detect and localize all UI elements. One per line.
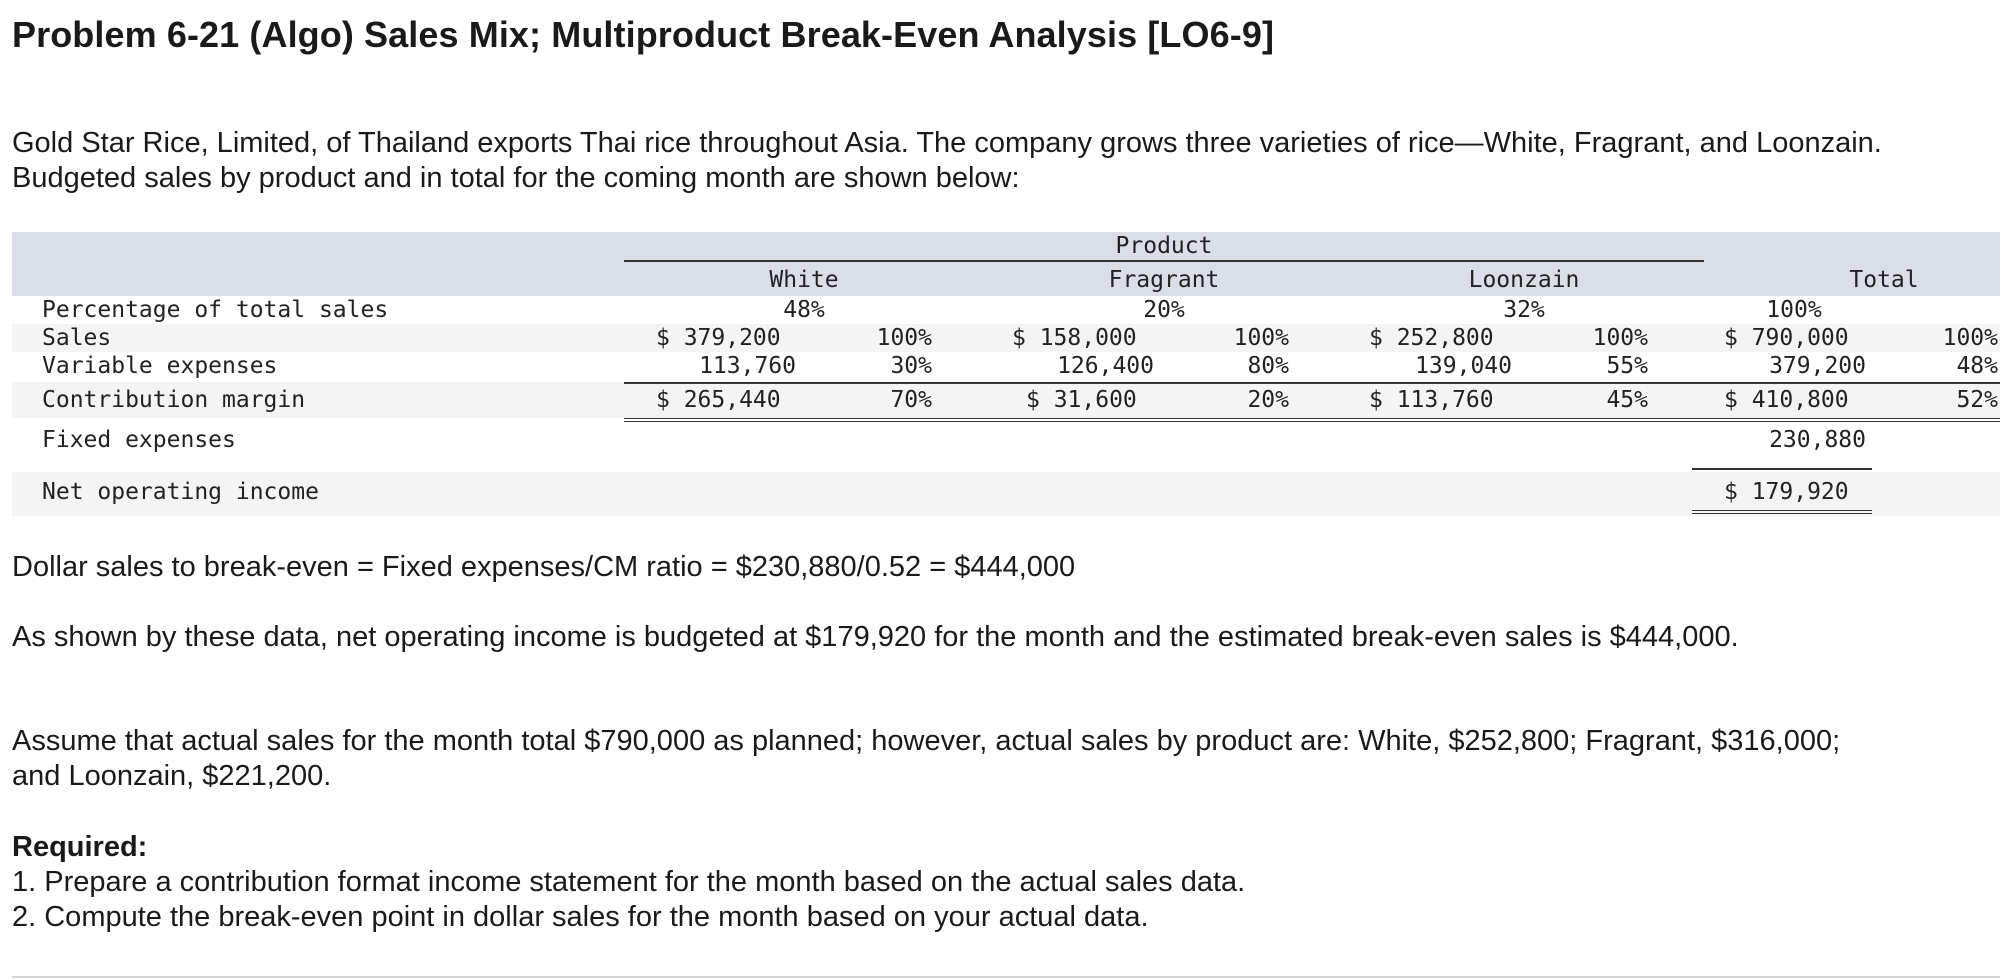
cm-white: $ 265,440 <box>656 387 781 413</box>
col-header-fragrant: Fragrant <box>1108 267 1220 293</box>
budget-table: Product White Fragrant Loonzain Total Pe… <box>12 232 2000 516</box>
pct-white: 48% <box>783 297 825 323</box>
noi-double-rule <box>1692 510 1872 514</box>
row-label-percentage: Percentage of total sales <box>42 297 389 323</box>
budget-summary-paragraph: As shown by these data, net operating in… <box>12 621 1739 653</box>
cm-loonzain: $ 113,760 <box>1369 387 1494 413</box>
sales-pct-total: 100% <box>1942 325 1998 351</box>
row-label-variable: Variable expenses <box>42 353 278 379</box>
required-heading: Required: <box>12 831 148 863</box>
cm-pct-total: 52% <box>1956 387 1998 413</box>
sales-pct-fragrant: 100% <box>1233 325 1289 351</box>
product-header-rule <box>624 260 1704 262</box>
page-title: Problem 6-21 (Algo) Sales Mix; Multiprod… <box>12 14 1275 55</box>
cm-total: $ 410,800 <box>1724 387 1849 413</box>
row-label-fixed: Fixed expenses <box>42 427 236 453</box>
var-loonzain: 139,040 <box>1415 353 1512 379</box>
actual-sales-paragraph: Assume that actual sales for the month t… <box>12 725 1841 792</box>
subtotal-rule <box>624 382 2000 384</box>
cm-pct-fragrant: 20% <box>1247 387 1289 413</box>
row-band-cm <box>12 382 2000 418</box>
sales-pct-white: 100% <box>876 325 932 351</box>
cm-pct-white: 70% <box>890 387 932 413</box>
required-item-2: 2. Compute the break-even point in dolla… <box>12 901 1149 933</box>
product-header: Product <box>1115 233 1213 259</box>
var-fragrant: 126,400 <box>1057 353 1154 379</box>
sales-fragrant: $ 158,000 <box>1012 325 1137 351</box>
row-band-sales <box>12 324 2000 352</box>
sales-loonzain: $ 252,800 <box>1369 325 1494 351</box>
sales-total: $ 790,000 <box>1724 325 1849 351</box>
noi-total: $ 179,920 <box>1724 479 1849 505</box>
bottom-divider <box>12 976 2000 978</box>
row-label-cm: Contribution margin <box>42 387 306 413</box>
cm-double-rule <box>624 418 2000 422</box>
row-label-noi: Net operating income <box>42 479 319 505</box>
cm-pct-loonzain: 45% <box>1606 387 1648 413</box>
fixed-total: 230,880 <box>1769 427 1866 453</box>
sales-white: $ 379,200 <box>656 325 781 351</box>
row-band-noi <box>12 472 2000 516</box>
var-white: 113,760 <box>699 353 796 379</box>
breakeven-line: Dollar sales to break-even = Fixed expen… <box>12 551 1076 583</box>
col-header-white: White <box>769 267 839 293</box>
col-header-total: Total <box>1849 267 1919 293</box>
cm-fragrant: $ 31,600 <box>1026 387 1137 413</box>
fixed-rule <box>1692 468 1872 470</box>
required-item-1: 1. Prepare a contribution format income … <box>12 866 1246 898</box>
table-header-band <box>12 232 2000 296</box>
pct-loonzain: 32% <box>1503 297 1545 323</box>
pct-total: 100% <box>1766 297 1822 323</box>
var-total: 379,200 <box>1769 353 1866 379</box>
col-header-loonzain: Loonzain <box>1468 267 1580 293</box>
var-pct-fragrant: 80% <box>1247 353 1289 379</box>
row-label-sales: Sales <box>42 325 112 351</box>
var-pct-white: 30% <box>890 353 932 379</box>
var-pct-total: 48% <box>1956 353 1998 379</box>
intro-paragraph: Gold Star Rice, Limited, of Thailand exp… <box>12 127 1882 194</box>
pct-fragrant: 20% <box>1143 297 1185 323</box>
sales-pct-loonzain: 100% <box>1592 325 1648 351</box>
var-pct-loonzain: 55% <box>1606 353 1648 379</box>
